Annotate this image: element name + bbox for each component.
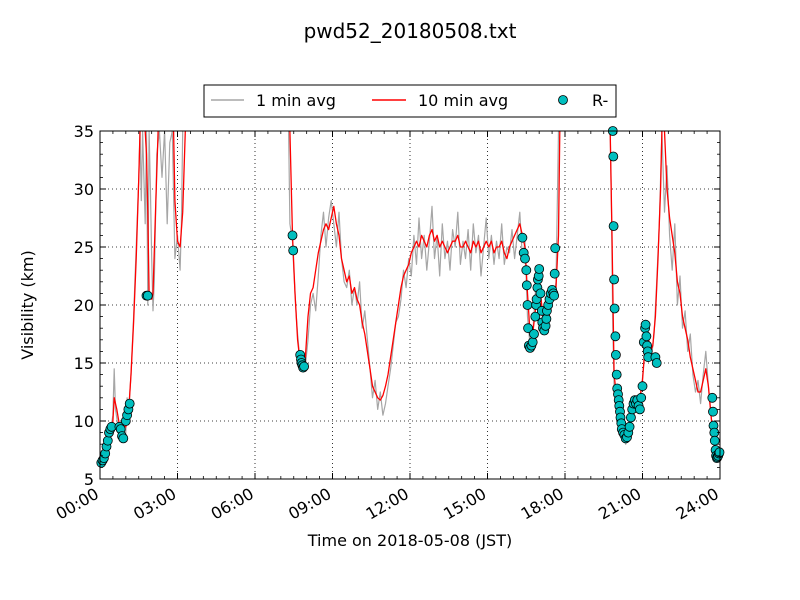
- marker-r-minus: [611, 369, 622, 380]
- marker-r-minus: [549, 268, 560, 279]
- marker-r-minus: [520, 253, 530, 264]
- legend-marker-r-minus: [558, 95, 568, 105]
- marker-r-minus: [288, 245, 299, 256]
- marker-r-minus: [529, 329, 539, 339]
- chart-title: pwd52_20180508.txt: [304, 19, 517, 43]
- marker-r-minus: [624, 421, 635, 432]
- y-tick-label: 35: [74, 122, 94, 141]
- marker-r-minus: [626, 412, 636, 423]
- marker-r-minus: [521, 265, 532, 276]
- series-line-10min: [172, 131, 186, 248]
- marker-r-minus: [609, 274, 619, 285]
- y-tick-label: 15: [74, 354, 94, 373]
- marker-r-minus: [541, 313, 552, 324]
- marker-r-minus: [637, 381, 648, 392]
- y-tick-label: 25: [74, 238, 94, 257]
- marker-r-minus: [530, 311, 541, 322]
- marker-r-minus: [521, 280, 532, 291]
- series-line-1min: [288, 131, 560, 416]
- marker-r-minus: [299, 361, 310, 372]
- x-axis-label: Time on 2018-05-08 (JST): [307, 531, 512, 550]
- marker-r-minus: [142, 290, 153, 301]
- y-tick-label: 20: [74, 296, 94, 315]
- marker-r-minus: [287, 230, 298, 241]
- y-tick-label: 30: [74, 180, 94, 199]
- y-tick-label: 5: [84, 470, 94, 489]
- marker-r-minus: [535, 288, 546, 299]
- marker-r-minus: [610, 331, 621, 342]
- marker-r-minus: [522, 300, 533, 310]
- marker-r-minus: [608, 221, 619, 232]
- marker-r-minus: [635, 404, 645, 415]
- y-tick-label: 10: [74, 412, 94, 431]
- series-line-1min: [100, 131, 184, 465]
- marker-r-minus: [549, 290, 559, 301]
- legend-label-10min: 10 min avg: [418, 91, 508, 110]
- legend-box: [203, 84, 617, 118]
- marker-r-minus: [527, 337, 538, 348]
- marker-r-minus: [651, 358, 662, 368]
- marker-r-minus: [550, 243, 561, 254]
- marker-r-minus: [609, 303, 620, 314]
- legend-label-1min: 1 min avg: [256, 91, 336, 110]
- marker-r-minus: [608, 151, 619, 162]
- marker-r-minus: [102, 435, 113, 446]
- legend-label-r-minus: R-: [592, 91, 608, 110]
- y-axis-label: Visibility (km): [18, 250, 37, 359]
- marker-r-minus: [640, 319, 651, 330]
- marker-r-minus: [124, 398, 135, 409]
- legend: 1 min avg 10 min avg R-: [203, 84, 617, 118]
- marker-r-minus: [707, 392, 718, 403]
- marker-r-minus: [534, 264, 545, 274]
- marker-r-minus: [641, 331, 652, 342]
- series-line-10min: [289, 131, 561, 401]
- marker-r-minus: [636, 392, 647, 403]
- marker-r-minus: [517, 232, 528, 243]
- marker-r-minus: [708, 406, 718, 417]
- marker-r-minus: [118, 433, 129, 444]
- marker-r-minus: [523, 323, 533, 334]
- marker-r-minus: [611, 349, 621, 360]
